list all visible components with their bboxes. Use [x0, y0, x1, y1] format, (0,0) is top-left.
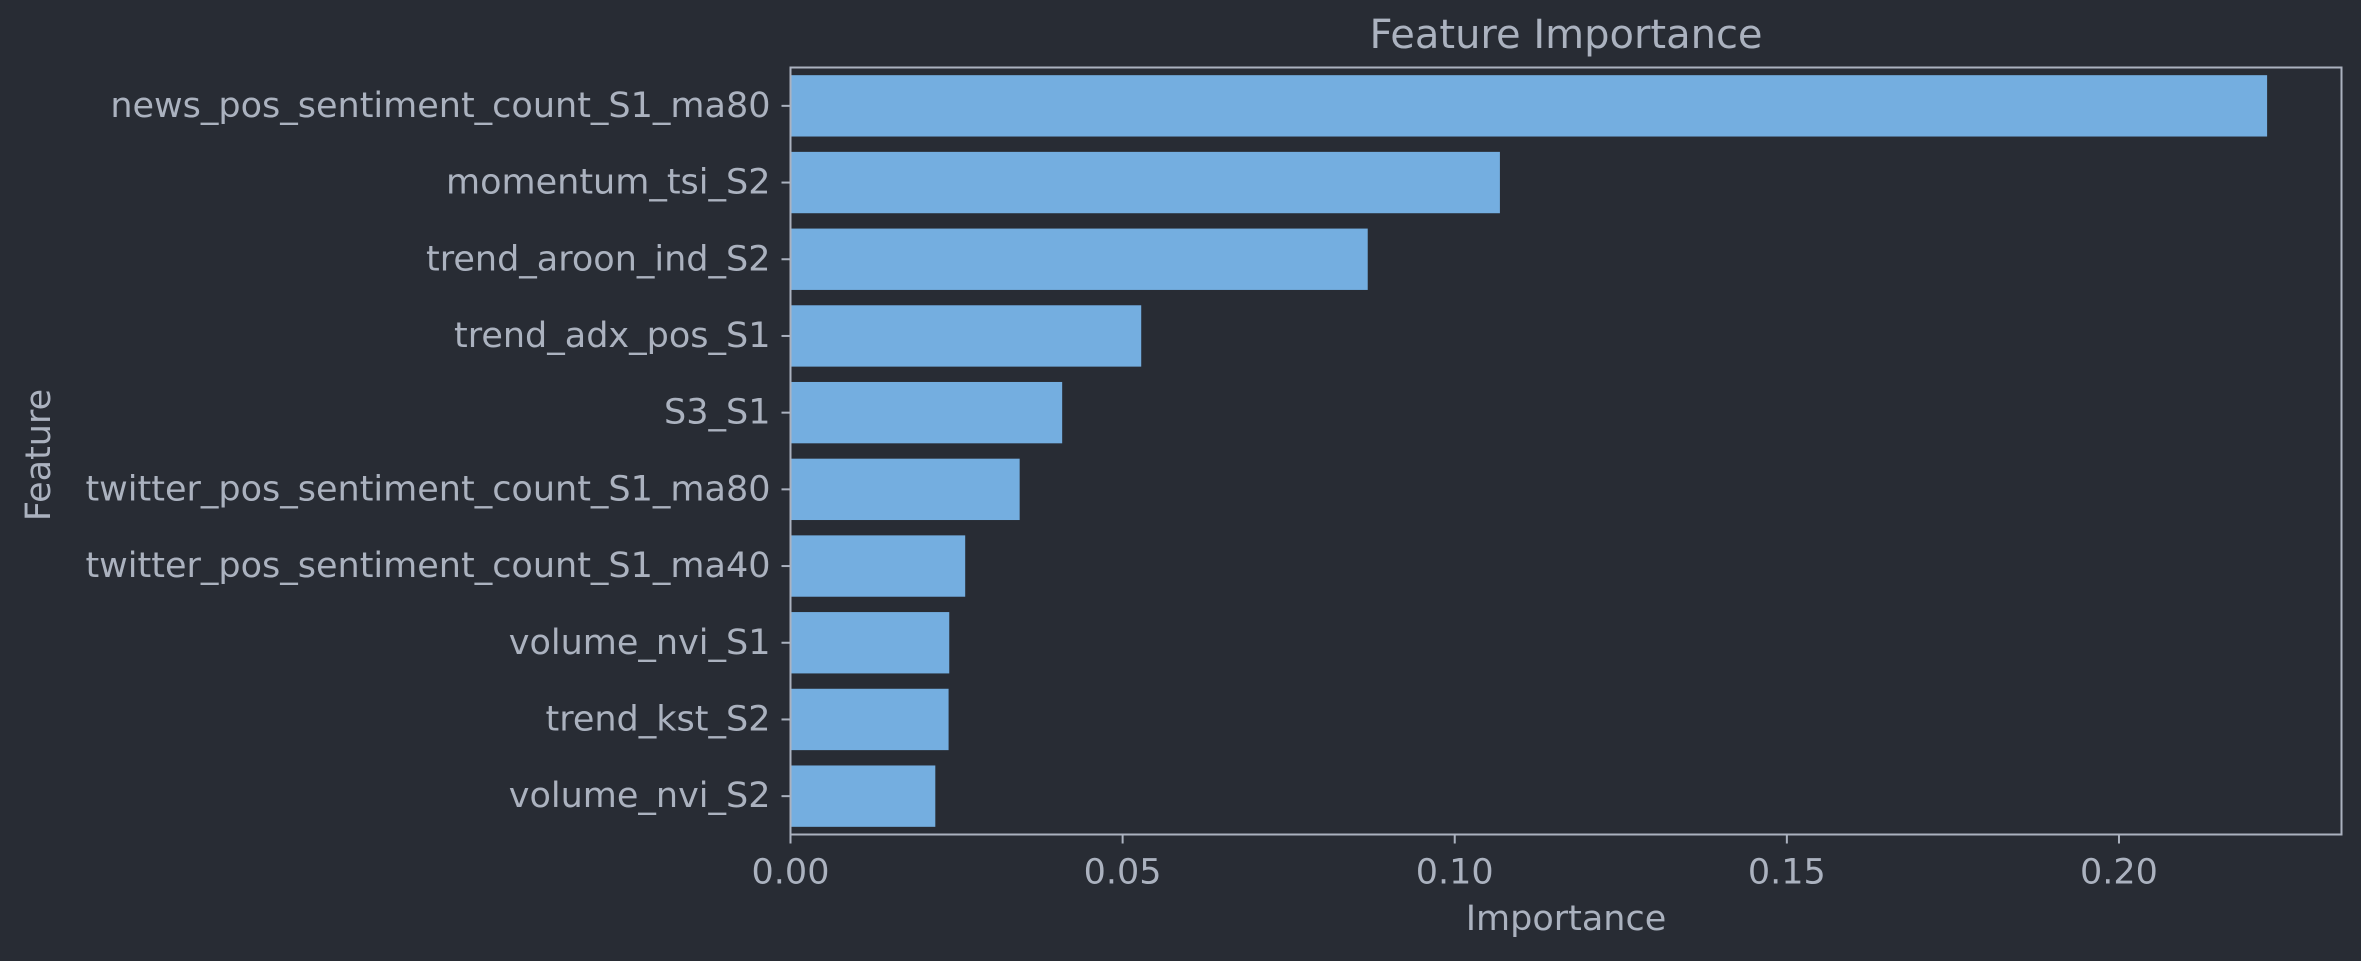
chart-title: Feature Importance: [1369, 12, 1762, 58]
y-tick-label: volume_nvi_S1: [509, 623, 771, 663]
y-tick-label: twitter_pos_sentiment_count_S1_ma80: [85, 469, 770, 509]
y-tick-label: momentum_tsi_S2: [446, 163, 771, 203]
y-tick-label: trend_aroon_ind_S2: [426, 239, 770, 279]
y-tick-label: trend_adx_pos_S1: [454, 316, 771, 356]
bar-trend_kst_S2: [790, 688, 949, 751]
x-tick-label: 0.00: [752, 853, 830, 893]
x-tick-label: 0.05: [1084, 853, 1162, 893]
y-tick-label: twitter_pos_sentiment_count_S1_ma40: [85, 546, 770, 586]
y-axis-ticks: news_pos_sentiment_count_S1_ma80 momentum…: [85, 86, 791, 816]
y-tick-label: S3_S1: [664, 393, 770, 433]
plot-frame: [789, 66, 2343, 836]
y-tick-label: news_pos_sentiment_count_S1_ma80: [110, 86, 770, 126]
bar-volume_nvi_S1: [790, 612, 950, 674]
x-tick-label: 0.10: [1416, 853, 1494, 893]
x-tick-label: 0.20: [2080, 853, 2158, 893]
bar-news_pos_sentiment_count_S1_ma80: [790, 75, 2268, 137]
x-axis-label: Importance: [1466, 899, 1667, 939]
x-axis-ticks: 0.00 0.05 0.10 0.15 0.20: [752, 834, 2158, 893]
bar-S3_S1: [790, 381, 1063, 444]
bars-group: [790, 75, 2268, 827]
y-tick-label: trend_kst_S2: [546, 699, 771, 739]
bar-twitter_pos_sentiment_count_S1_ma40: [790, 535, 966, 597]
bar-momentum_tsi_S2: [790, 151, 1500, 214]
bar-trend_aroon_ind_S2: [790, 228, 1368, 290]
y-tick-label: volume_nvi_S2: [509, 776, 771, 816]
bar-volume_nvi_S2: [790, 765, 936, 827]
x-tick-label: 0.15: [1748, 853, 1826, 893]
bar-twitter_pos_sentiment_count_S1_ma80: [790, 458, 1020, 521]
bar-trend_adx_pos_S1: [790, 305, 1142, 367]
y-axis-label: Feature: [19, 389, 59, 521]
